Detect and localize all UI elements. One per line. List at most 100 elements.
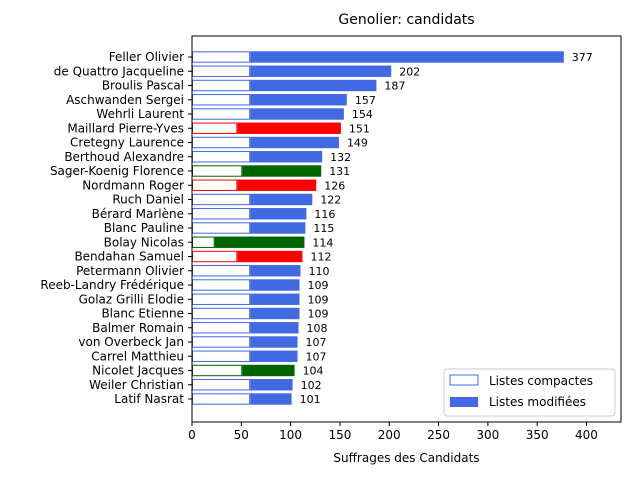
bar-modified	[242, 165, 322, 177]
legend-label-compact: Listes compactes	[489, 374, 593, 388]
bar-compact	[192, 94, 251, 106]
bar-modified	[250, 193, 313, 206]
bar-value-label: 202	[399, 65, 420, 78]
bar-value-label: 157	[355, 94, 376, 107]
bar-modified	[250, 379, 293, 391]
bar-compact	[192, 222, 251, 234]
legend-swatch-modified	[450, 397, 478, 407]
x-tick-label: 200	[378, 428, 401, 442]
bar-compact	[192, 122, 238, 134]
bar-compact	[192, 265, 251, 277]
x-tick-label: 150	[328, 428, 351, 442]
bar-value-label: 115	[313, 222, 334, 235]
bar-compact	[192, 136, 251, 149]
bar-compact	[192, 193, 251, 206]
bar-value-label: 149	[347, 137, 368, 150]
bar-modified	[250, 208, 307, 220]
bar-compact	[192, 250, 238, 263]
bar-modified	[250, 393, 292, 405]
plot-frame	[191, 35, 622, 423]
x-tick-label: 400	[575, 428, 598, 442]
x-tick-label: 100	[279, 428, 302, 442]
bar-modified	[214, 236, 305, 248]
y-tick-label: Aschwanden Sergei	[66, 93, 184, 107]
bar-value-label: 114	[312, 236, 333, 249]
y-tick-label: Sager-Koenig Florence	[50, 164, 184, 178]
y-tick-label: Bérard Marlène	[92, 207, 184, 221]
bar-compact	[192, 364, 243, 377]
bar-value-label: 187	[384, 80, 405, 93]
y-tick-label: von Overbeck Jan	[78, 335, 184, 349]
x-tick-label: 250	[427, 428, 450, 442]
y-tick-label: de Quattro Jacqueline	[54, 64, 184, 78]
bar-value-label: 109	[307, 308, 328, 321]
y-tick-label: Wehrli Laurent	[96, 107, 184, 121]
y-tick-label: Nordmann Roger	[82, 178, 184, 192]
y-tick-label: Golaz Grilli Elodie	[79, 292, 184, 306]
bar-value-label: 131	[329, 165, 350, 178]
bar-modified	[250, 293, 300, 305]
bar-compact	[192, 322, 251, 334]
bar-compact	[192, 379, 251, 391]
y-tick-label: Balmer Romain	[92, 321, 184, 335]
y-tick-label: Blanc Pauline	[104, 221, 184, 235]
x-axis-label: Suffrages des Candidats	[333, 451, 479, 465]
bar-value-label: 101	[300, 393, 321, 406]
x-tick-label: 50	[234, 428, 249, 442]
bar-modified	[250, 265, 301, 277]
bar-modified	[242, 364, 295, 377]
bar-value-label: 126	[324, 179, 345, 192]
bar-modified	[250, 350, 298, 362]
bar-modified	[250, 136, 339, 149]
y-tick-label: Latif Nasrat	[114, 392, 184, 406]
bar-compact	[192, 65, 251, 77]
bar-modified	[250, 336, 298, 348]
x-tick-label: 0	[188, 428, 196, 442]
bar-compact	[192, 350, 251, 362]
bar-compact	[192, 236, 215, 248]
bar-compact	[192, 393, 251, 405]
plot-area: 0 50 100 150 200 250 300 350 400 Feller Olivier 37…	[40, 50, 598, 442]
y-tick-label: Berthoud Alexandre	[64, 150, 184, 164]
bar-value-label: 116	[314, 208, 335, 221]
bar-modified	[250, 151, 323, 163]
x-tick-label: 350	[526, 428, 549, 442]
bar-value-label: 102	[301, 379, 322, 392]
bar-compact	[192, 51, 251, 63]
bar-value-label: 112	[310, 251, 331, 264]
bar-modified	[237, 179, 317, 191]
bar-compact	[192, 279, 251, 291]
bar-value-label: 132	[330, 151, 351, 164]
bar-value-label: 154	[352, 108, 373, 121]
y-tick-label: Broulis Pascal	[102, 79, 184, 93]
legend-label-modified: Listes modifiées	[489, 395, 586, 409]
y-tick-label: Feller Olivier	[109, 50, 184, 64]
y-tick-label: Petermann Olivier	[76, 264, 184, 278]
y-tick-label: Ruch Daniel	[112, 193, 184, 207]
bar-value-label: 110	[308, 265, 329, 278]
x-tick-label: 300	[476, 428, 499, 442]
bar-modified	[237, 122, 341, 134]
y-tick-label: Nicolet Jacques	[92, 364, 184, 378]
bar-value-label: 377	[572, 51, 593, 64]
bar-modified	[250, 279, 300, 291]
bar-value-label: 104	[303, 365, 324, 378]
bar-value-label: 109	[307, 293, 328, 306]
bar-compact	[192, 165, 243, 177]
bar-value-label: 107	[306, 350, 327, 363]
bar-compact	[192, 179, 238, 191]
bar-modified	[250, 222, 306, 234]
bar-modified	[250, 322, 299, 334]
legend: Listes compactes Listes modifiées	[443, 368, 616, 417]
y-tick-label: Bolay Nicolas	[104, 235, 184, 249]
bar-value-label: 122	[320, 194, 341, 207]
bar-compact	[192, 293, 251, 305]
bar-compact	[192, 208, 251, 220]
legend-swatch-compact	[449, 374, 479, 386]
bar-value-label: 108	[307, 322, 328, 335]
chart-title: Genolier: candidats	[338, 12, 474, 28]
y-tick-label: Bendahan Samuel	[74, 250, 184, 264]
y-tick-label: Maillard Pierre-Yves	[67, 121, 184, 135]
bar-compact	[192, 79, 251, 92]
